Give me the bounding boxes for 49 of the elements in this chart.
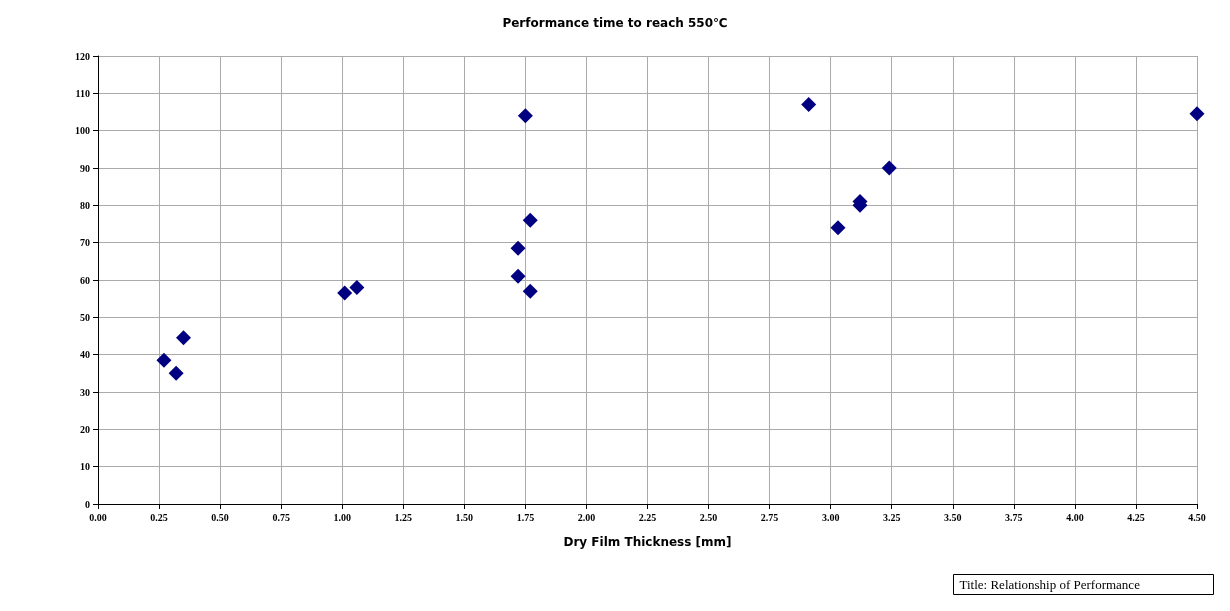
point xyxy=(337,285,353,301)
x-tick-label: 1.75 xyxy=(516,511,535,523)
y-tick-label: 20 xyxy=(80,423,90,435)
x-tick-label: 3.75 xyxy=(1005,511,1023,523)
x-tick-label: 4.00 xyxy=(1066,511,1084,523)
x-tick-label: 2.25 xyxy=(638,511,657,523)
x-tick-label: 2.50 xyxy=(699,511,718,523)
point xyxy=(510,268,526,284)
point xyxy=(168,365,184,381)
point xyxy=(517,108,533,124)
y-tick-label: 10 xyxy=(80,461,90,473)
y-tick-label: 80 xyxy=(80,199,90,211)
x-tick-label: 0.00 xyxy=(89,511,107,523)
point xyxy=(1189,106,1205,122)
point xyxy=(522,283,538,299)
x-tick-label: 2.00 xyxy=(577,511,596,523)
chart-title: Performance time to reach 550℃ xyxy=(502,16,728,30)
x-tick-label: 1.50 xyxy=(455,511,474,523)
x-tick-label: 2.75 xyxy=(760,511,779,523)
y-tick-label: 120 xyxy=(75,50,90,62)
point xyxy=(510,240,526,256)
y-tick-label: 100 xyxy=(75,125,90,137)
point xyxy=(830,220,846,236)
y-tick-label: 30 xyxy=(80,386,90,398)
y-tick-label: 110 xyxy=(75,87,90,99)
y-tick-label: 40 xyxy=(80,349,90,361)
x-axis-title: Dry Film Thickness [mm] xyxy=(563,535,732,549)
y-tick-label: 90 xyxy=(80,162,90,174)
x-tick-label: 1.25 xyxy=(394,511,413,523)
point xyxy=(801,97,817,113)
y-tick-label: 70 xyxy=(80,237,90,249)
x-tick-label: 3.25 xyxy=(882,511,901,523)
x-tick-label: 4.50 xyxy=(1188,511,1206,523)
x-tick-label: 4.25 xyxy=(1127,511,1145,523)
x-tick-label: 0.50 xyxy=(211,511,229,523)
y-tick-label: 0 xyxy=(85,498,90,510)
point xyxy=(156,352,172,368)
point xyxy=(175,330,191,346)
point xyxy=(881,160,897,176)
y-tick-label: 60 xyxy=(80,274,90,286)
text: Title: Relationship of Performance xyxy=(959,576,1141,592)
x-tick-label: 0.75 xyxy=(272,511,290,523)
point xyxy=(522,212,538,228)
x-tick-label: 3.00 xyxy=(821,511,840,523)
x-tick-label: 1.00 xyxy=(333,511,351,523)
point xyxy=(349,279,365,295)
x-tick-label: 3.50 xyxy=(944,511,962,523)
x-tick-label: 0.25 xyxy=(150,511,168,523)
y-tick-label: 50 xyxy=(80,311,90,323)
